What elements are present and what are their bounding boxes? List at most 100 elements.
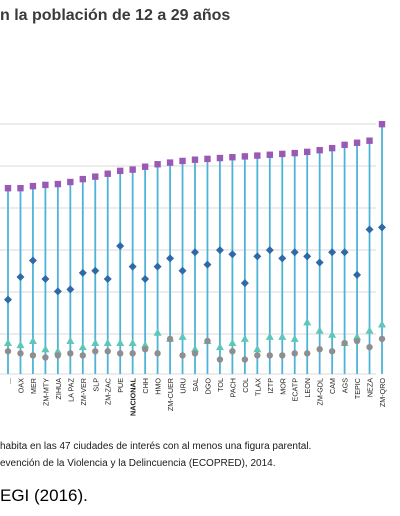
circle-marker bbox=[216, 356, 224, 363]
diamond-marker bbox=[78, 268, 87, 277]
chart-plot: ... OAX MER ZM-MTY ZIHUA LA PAZ ZM-VER SLP ZM-ZA… bbox=[0, 120, 387, 416]
square-marker bbox=[353, 139, 361, 146]
triangle-marker bbox=[328, 330, 337, 338]
circle-marker bbox=[291, 350, 298, 357]
category-label: HMO bbox=[154, 378, 163, 395]
square-marker bbox=[316, 147, 323, 154]
square-marker bbox=[67, 178, 74, 186]
square-marker bbox=[304, 148, 311, 156]
triangle-marker bbox=[228, 338, 237, 347]
diamond-marker bbox=[203, 260, 212, 269]
triangle-marker bbox=[66, 336, 75, 344]
diamond-marker bbox=[16, 272, 25, 281]
category-label: CAM bbox=[328, 378, 337, 394]
diamond-marker bbox=[191, 248, 199, 257]
circle-marker bbox=[366, 343, 373, 351]
circle-marker bbox=[42, 354, 49, 361]
diamond-marker bbox=[378, 223, 386, 232]
category-label: SAL bbox=[191, 378, 200, 392]
circle-marker bbox=[204, 337, 211, 345]
square-marker bbox=[179, 157, 186, 165]
source-note-line-2: evención de la Violencia y la Delincuenc… bbox=[0, 458, 276, 469]
circle-marker bbox=[266, 352, 273, 359]
circle-marker bbox=[104, 348, 111, 355]
diamond-marker bbox=[303, 252, 312, 261]
figure-caption: EGI (2016). bbox=[0, 486, 88, 505]
square-marker bbox=[204, 155, 211, 163]
square-marker bbox=[29, 182, 37, 190]
category-label: OAX bbox=[16, 378, 25, 393]
circle-marker bbox=[129, 350, 136, 357]
category-label: URU bbox=[179, 378, 188, 394]
circle-marker bbox=[328, 348, 336, 355]
triangle-marker bbox=[116, 338, 125, 347]
category-label: TLAX bbox=[253, 378, 262, 396]
triangle-marker bbox=[303, 318, 312, 326]
square-marker bbox=[341, 141, 348, 149]
circle-marker bbox=[166, 335, 174, 343]
diamond-marker bbox=[365, 225, 374, 234]
category-label: TEPIC bbox=[353, 378, 362, 399]
triangle-marker bbox=[178, 332, 187, 340]
triangle-marker bbox=[153, 328, 162, 336]
square-marker bbox=[154, 161, 161, 168]
category-label: ZM-GDL bbox=[316, 378, 325, 406]
diamond-marker bbox=[340, 248, 349, 257]
diamond-marker bbox=[265, 246, 274, 255]
square-marker bbox=[79, 175, 86, 183]
chart-title: n la población de 12 a 29 años bbox=[0, 7, 231, 24]
circle-marker bbox=[316, 346, 323, 353]
square-marker bbox=[166, 159, 174, 166]
square-marker bbox=[241, 153, 249, 160]
square-marker bbox=[129, 166, 136, 173]
source-note-line-1: habita en las 47 ciudades de interés con… bbox=[0, 441, 312, 452]
square-marker bbox=[17, 184, 24, 192]
square-marker bbox=[254, 152, 261, 159]
diamond-marker bbox=[4, 295, 12, 304]
diamond-marker bbox=[166, 254, 175, 263]
triangle-marker bbox=[240, 334, 249, 342]
category-label: LA PAZ bbox=[66, 377, 75, 401]
triangle-marker bbox=[141, 340, 150, 349]
square-marker bbox=[279, 150, 286, 158]
category-label: ZM-ZAC bbox=[104, 378, 113, 405]
diamond-marker bbox=[328, 248, 337, 257]
triangle-marker bbox=[378, 320, 386, 328]
category-label: MER bbox=[29, 378, 38, 394]
triangle-marker bbox=[191, 345, 199, 353]
triangle-marker bbox=[16, 340, 25, 349]
square-marker bbox=[328, 144, 336, 152]
category-label: DGO bbox=[203, 378, 212, 395]
triangle-marker bbox=[315, 326, 324, 334]
square-marker bbox=[191, 156, 199, 163]
circle-marker bbox=[4, 348, 12, 355]
diamond-marker bbox=[253, 252, 262, 261]
category-label: ZM-MTY bbox=[41, 378, 50, 406]
diamond-marker bbox=[91, 266, 100, 275]
circle-marker bbox=[29, 352, 37, 359]
triangle-marker bbox=[91, 338, 100, 347]
triangle-marker bbox=[28, 336, 37, 344]
triangle-marker bbox=[278, 332, 287, 340]
square-marker bbox=[229, 154, 236, 161]
category-label: ... bbox=[4, 378, 13, 384]
circle-marker bbox=[279, 352, 286, 359]
circle-marker bbox=[154, 350, 161, 357]
square-marker bbox=[291, 149, 298, 157]
diamond-marker bbox=[116, 242, 125, 250]
circle-marker bbox=[241, 356, 249, 363]
diamond-marker bbox=[315, 258, 324, 267]
circle-marker bbox=[229, 348, 236, 355]
category-label: IZTP bbox=[266, 378, 275, 394]
triangle-marker bbox=[353, 332, 362, 340]
diamond-marker bbox=[103, 275, 112, 284]
category-label: ZM-CUER bbox=[166, 378, 175, 411]
category-label: SLP bbox=[91, 378, 100, 392]
triangle-marker bbox=[290, 334, 299, 342]
category-label: CHH bbox=[141, 378, 150, 394]
square-marker bbox=[378, 120, 386, 128]
category-label: NEZA bbox=[366, 378, 375, 397]
category-label: MOR bbox=[278, 378, 287, 395]
circle-marker bbox=[353, 337, 361, 345]
diamond-marker bbox=[228, 250, 237, 259]
